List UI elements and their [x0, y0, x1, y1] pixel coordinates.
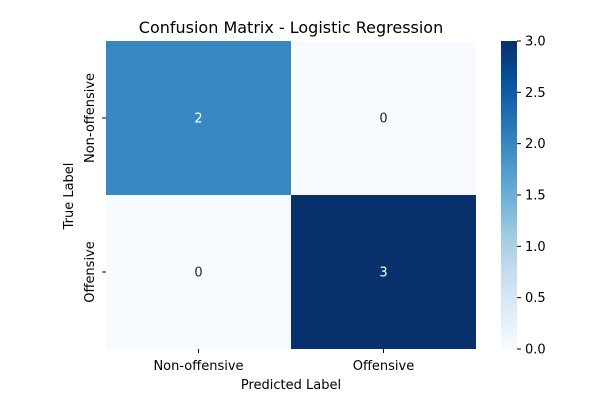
colorbar-tick-label: 1.5: [525, 189, 546, 204]
heatmap-cell: [106, 41, 291, 195]
cell-value-label: 0: [379, 112, 387, 127]
colorbar-tick-label: 0.5: [525, 291, 546, 306]
colorbar-tick-label: 3.0: [525, 35, 546, 50]
y-axis-ticks: Non-offensive Offensive: [83, 73, 106, 303]
colorbar-tick-label: 1.0: [525, 240, 546, 255]
cell-value-label: 0: [194, 266, 202, 281]
x-axis-label: Predicted Label: [241, 378, 341, 393]
colorbar-ticks: 0.0 0.5 1.0 1.5 2.0 2.5 3.0: [517, 35, 546, 358]
colorbar-tick-label: 2.0: [525, 137, 546, 152]
colorbar-tick-label: 0.0: [525, 343, 546, 358]
y-axis-label: True Label: [62, 163, 77, 231]
y-tick-label: Offensive: [83, 241, 98, 303]
y-tick-label: Non-offensive: [83, 73, 98, 163]
heatmap-cells: [106, 41, 476, 349]
cell-value-label: 3: [379, 266, 387, 281]
x-axis-ticks: Non-offensive Offensive: [153, 349, 414, 374]
colorbar-tick-label: 2.5: [525, 86, 546, 101]
heatmap-cell: [291, 195, 476, 349]
heatmap-cell: [291, 41, 476, 195]
heatmap-cell-labels: 2 00 3: [194, 112, 387, 281]
cell-value-label: 2: [194, 112, 202, 127]
colorbar: [501, 41, 517, 349]
x-tick-label: Offensive: [353, 359, 415, 374]
x-tick-label: Non-offensive: [153, 359, 243, 374]
heatmap-cell: [106, 195, 291, 349]
chart-title: Confusion Matrix - Logistic Regression: [139, 18, 443, 37]
